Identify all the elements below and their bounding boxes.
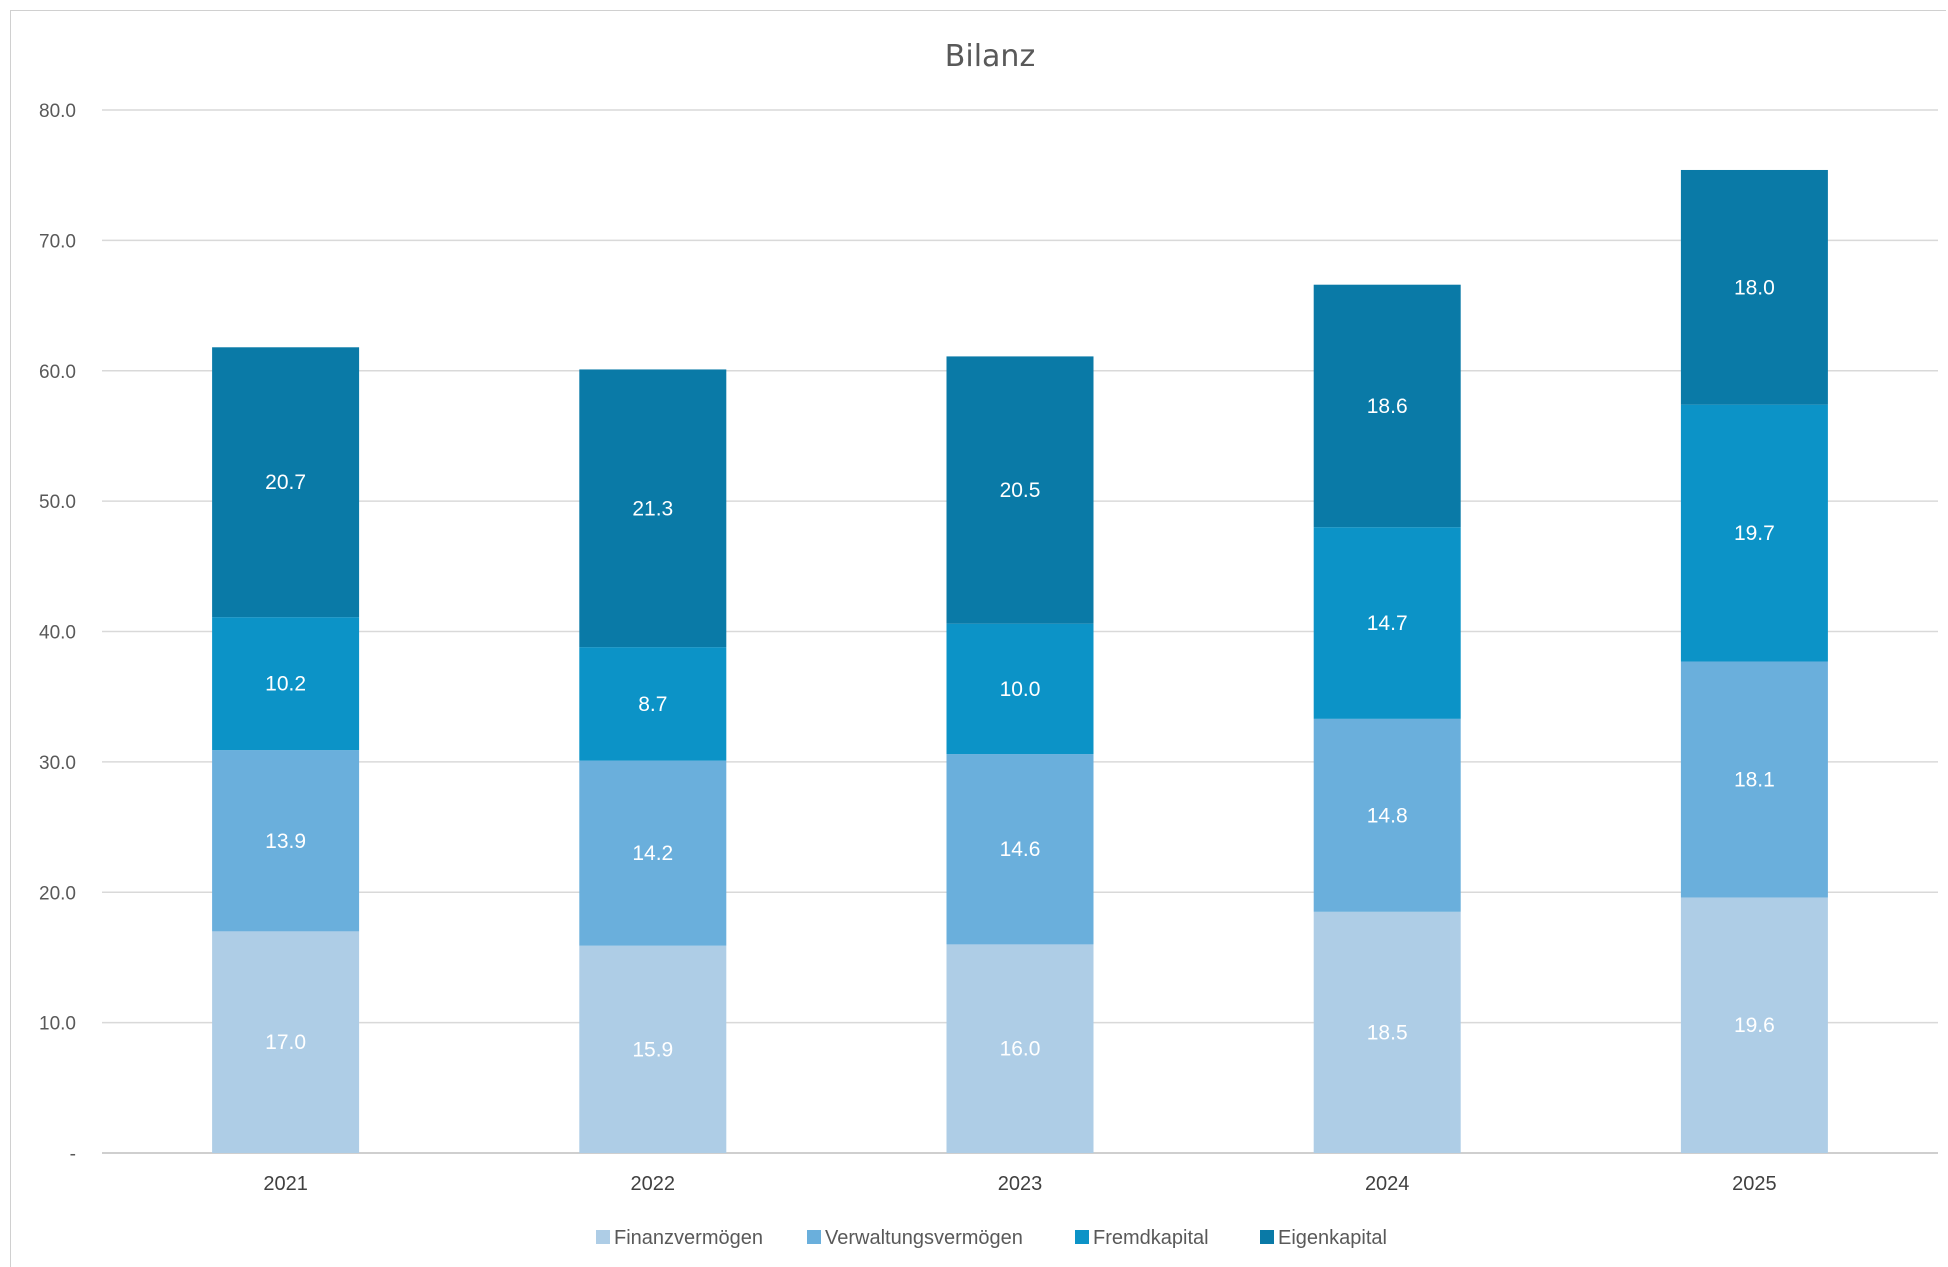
y-tick-label: 20.0 (39, 883, 76, 904)
bar-segment (579, 945, 727, 1153)
legend-item: Fremdkapital (1075, 1227, 1209, 1249)
x-tick-label: 2021 (263, 1173, 308, 1195)
x-tick-label: 2022 (631, 1173, 676, 1195)
data-labels: 17.0 13.9 10.2 20.7 15.9 14.2 8.7 21.3 16.0 14.6 1… (265, 276, 1775, 1061)
bar-segment (1313, 527, 1461, 719)
legend-label: Fremdkapital (1093, 1227, 1209, 1249)
bar-segment (1313, 284, 1461, 528)
y-tick-label: 10.0 (39, 1014, 76, 1035)
legend-item: Eigenkapital (1260, 1227, 1387, 1249)
legend: Finanzvermögen Verwaltungsvermögen Fremdka… (596, 1227, 1387, 1249)
bar-segment (212, 617, 360, 751)
legend-label: Eigenkapital (1278, 1227, 1387, 1249)
y-tick-label: 70.0 (39, 231, 76, 252)
x-tick-label: 2025 (1732, 1173, 1777, 1195)
data-label: 18.1 (1734, 768, 1775, 791)
bar-segment (1680, 404, 1828, 662)
chart-frame (10, 10, 1946, 1267)
y-tick-label: 30.0 (39, 753, 76, 774)
data-label: 10.2 (265, 673, 306, 696)
bar-segment (1680, 897, 1828, 1153)
data-label: 21.3 (632, 497, 673, 520)
bar-segment (579, 369, 727, 648)
bar-segment (946, 356, 1094, 624)
data-label: 20.5 (1000, 479, 1041, 502)
data-label: 8.7 (638, 693, 667, 716)
data-label: 18.0 (1734, 276, 1775, 299)
legend-swatch (596, 1230, 610, 1244)
y-tick-label: 80.0 (39, 101, 76, 122)
data-label: 14.8 (1367, 804, 1408, 827)
y-tick-label: 50.0 (39, 492, 76, 513)
x-axis-ticks: 2021 2022 2023 2024 2025 (263, 1173, 1776, 1195)
bar-segment (1680, 169, 1828, 405)
data-label: 10.0 (1000, 678, 1041, 701)
legend-swatch (1260, 1230, 1274, 1244)
bar-segment (946, 944, 1094, 1153)
data-label: 19.7 (1734, 522, 1775, 545)
data-label: 14.2 (632, 842, 673, 865)
data-label: 19.6 (1734, 1014, 1775, 1037)
chart-title: Bilanz (945, 39, 1035, 74)
legend-label: Verwaltungsvermögen (825, 1227, 1023, 1249)
bar-segment (1313, 911, 1461, 1153)
data-label: 20.7 (265, 471, 306, 494)
bar-segment (946, 623, 1094, 755)
legend-label: Finanzvermögen (614, 1227, 763, 1249)
bars (212, 169, 1828, 1153)
bar-segment (946, 754, 1094, 945)
y-tick-label: 60.0 (39, 362, 76, 383)
bar-segment (1313, 718, 1461, 912)
data-label: 18.6 (1367, 395, 1408, 418)
legend-item: Finanzvermögen (596, 1227, 763, 1249)
data-label: 14.6 (1000, 838, 1041, 861)
data-label: 16.0 (1000, 1038, 1041, 1061)
bar-segment (212, 750, 360, 932)
data-label: 15.9 (632, 1038, 673, 1061)
data-label: 17.0 (265, 1031, 306, 1054)
y-tick-label: 40.0 (39, 623, 76, 644)
legend-swatch (1075, 1230, 1089, 1244)
bar-segment (579, 760, 727, 946)
data-label: 13.9 (265, 830, 306, 853)
bar-segment (1680, 661, 1828, 898)
x-tick-label: 2023 (998, 1173, 1043, 1195)
bar-segment (212, 347, 360, 618)
bar-segment (212, 931, 360, 1153)
legend-item: Verwaltungsvermögen (807, 1227, 1023, 1249)
legend-swatch (807, 1230, 821, 1244)
data-label: 18.5 (1367, 1021, 1408, 1044)
bar-segment (579, 647, 727, 761)
y-axis-ticks: - 10.0 20.0 30.0 40.0 50.0 60.0 70.0 80.0 (39, 101, 76, 1165)
y-tick-label: - (70, 1144, 76, 1165)
data-label: 14.7 (1367, 612, 1408, 635)
x-tick-label: 2024 (1365, 1173, 1410, 1195)
